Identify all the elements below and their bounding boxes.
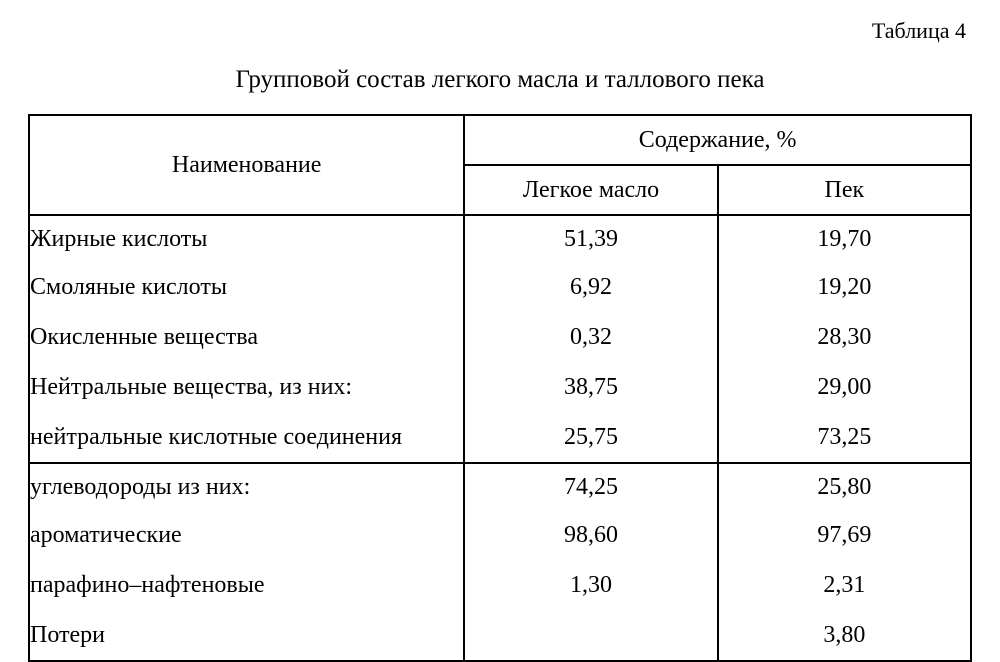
- table-row: Окисленные вещества 0,32 28,30: [29, 312, 971, 362]
- row-value-light-oil: 38,75: [464, 362, 717, 412]
- row-value-light-oil: 1,30: [464, 560, 717, 610]
- row-name: Нейтральные вещества, из них:: [29, 362, 464, 412]
- row-value-light-oil: [464, 610, 717, 661]
- row-value-pitch: 28,30: [718, 312, 971, 362]
- row-value-light-oil: 0,32: [464, 312, 717, 362]
- row-value-light-oil: 6,92: [464, 262, 717, 312]
- table-body: Жирные кислоты 51,39 19,70 Смоляные кисл…: [29, 215, 971, 661]
- row-value-pitch: 29,00: [718, 362, 971, 412]
- row-name: Потери: [29, 610, 464, 661]
- table-row: Жирные кислоты 51,39 19,70: [29, 215, 971, 262]
- table-number: Таблица 4: [28, 18, 966, 44]
- header-col-pitch: Пек: [718, 165, 971, 215]
- row-name: Окисленные вещества: [29, 312, 464, 362]
- header-col-light-oil: Легкое масло: [464, 165, 717, 215]
- row-name: Жирные кислоты: [29, 215, 464, 262]
- row-value-pitch: 97,69: [718, 510, 971, 560]
- row-value-pitch: 3,80: [718, 610, 971, 661]
- table-row: парафино–нафтеновые 1,30 2,31: [29, 560, 971, 610]
- table-caption: Групповой состав легкого масла и таллово…: [28, 66, 972, 94]
- row-value-light-oil: 74,25: [464, 463, 717, 510]
- row-value-pitch: 25,80: [718, 463, 971, 510]
- table-row: Смоляные кислоты 6,92 19,20: [29, 262, 971, 312]
- header-content: Содержание, %: [464, 115, 971, 165]
- composition-table: Наименование Содержание, % Легкое масло …: [28, 114, 972, 662]
- row-value-pitch: 2,31: [718, 560, 971, 610]
- row-name: ароматические: [29, 510, 464, 560]
- table-row: ароматические 98,60 97,69: [29, 510, 971, 560]
- row-name: Смоляные кислоты: [29, 262, 464, 312]
- row-name: углеводороды из них:: [29, 463, 464, 510]
- row-name: нейтральные кислотные соединения: [29, 412, 464, 463]
- table-row: нейтральные кислотные соединения 25,75 7…: [29, 412, 971, 463]
- row-value-pitch: 19,70: [718, 215, 971, 262]
- row-value-light-oil: 51,39: [464, 215, 717, 262]
- row-value-pitch: 73,25: [718, 412, 971, 463]
- table-row: Потери 3,80: [29, 610, 971, 661]
- table-row: углеводороды из них: 74,25 25,80: [29, 463, 971, 510]
- table-row: Нейтральные вещества, из них: 38,75 29,0…: [29, 362, 971, 412]
- row-value-pitch: 19,20: [718, 262, 971, 312]
- row-value-light-oil: 25,75: [464, 412, 717, 463]
- row-value-light-oil: 98,60: [464, 510, 717, 560]
- row-name: парафино–нафтеновые: [29, 560, 464, 610]
- header-name: Наименование: [29, 115, 464, 215]
